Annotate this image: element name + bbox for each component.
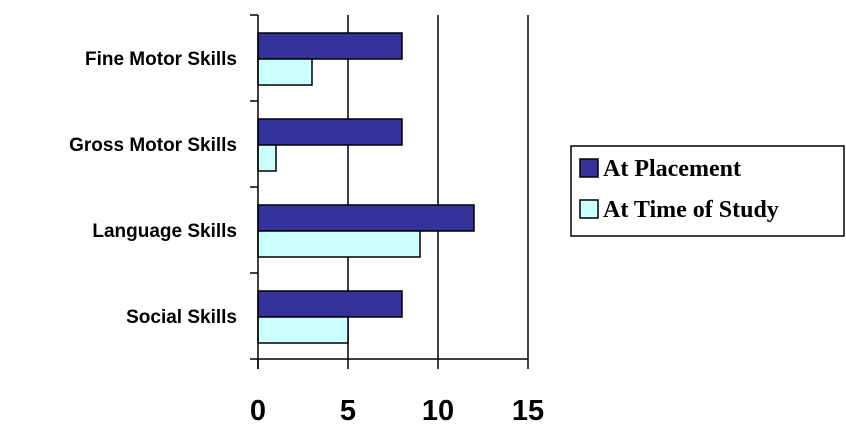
bar-at-time-of-study [257, 144, 277, 172]
bar-at-placement [257, 290, 403, 318]
tick-labels: 0 5 10 15 [250, 395, 544, 424]
bar-at-time-of-study [257, 316, 349, 344]
bar-at-placement [257, 204, 475, 232]
legend-swatch [579, 199, 599, 219]
category-label: Social Skills [126, 307, 237, 328]
legend: At Placement At Time of Study [570, 145, 845, 237]
x-tick-label: 5 [340, 395, 356, 424]
category-label: Gross Motor Skills [69, 135, 237, 156]
x-tick-label: 15 [512, 395, 544, 424]
bar-at-placement [257, 118, 403, 146]
category-label: Fine Motor Skills [85, 49, 237, 70]
bars [257, 32, 475, 344]
category-label: Language Skills [92, 221, 237, 242]
legend-label: At Time of Study [603, 197, 779, 223]
axes [250, 14, 528, 369]
legend-label: At Placement [603, 156, 741, 182]
x-tick-label: 0 [250, 395, 266, 424]
bar-at-time-of-study [257, 58, 313, 86]
x-tick-label: 10 [422, 395, 454, 424]
legend-box [570, 145, 845, 237]
bar-at-placement [257, 32, 403, 60]
legend-swatch [579, 158, 599, 178]
bar-at-time-of-study [257, 230, 421, 258]
category-labels: Fine Motor Skills Gross Motor Skills Langu… [69, 49, 237, 328]
